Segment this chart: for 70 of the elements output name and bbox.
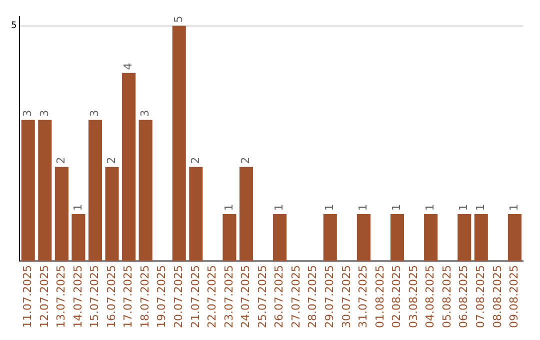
x-tick-label: 06.08.2025 (457, 265, 470, 328)
x-tick-label: 09.08.2025 (508, 265, 521, 328)
bar (508, 214, 522, 262)
x-tick-label: 22.07.2025 (206, 265, 219, 328)
data-label: 1 (272, 204, 286, 211)
x-tick-label: 11.07.2025 (20, 265, 34, 328)
x-tick-label: 15.07.2025 (88, 265, 102, 328)
bar (54, 166, 68, 262)
bar (105, 166, 119, 262)
data-label: 2 (188, 156, 202, 164)
x-tick-label: 05.08.2025 (440, 265, 454, 328)
x-tick-label: 23.07.2025 (222, 265, 236, 328)
x-tick-label: 08.08.2025 (490, 265, 504, 328)
data-label: 3 (88, 110, 102, 117)
data-label: 3 (138, 110, 152, 117)
data-label: 1 (474, 204, 487, 211)
x-tick-label: 26.07.2025 (272, 265, 286, 328)
bar (122, 72, 136, 262)
data-label: 2 (54, 156, 68, 164)
bar (189, 166, 203, 262)
x-tick-label: 14.07.2025 (71, 265, 84, 328)
bar (72, 214, 86, 262)
bar (273, 214, 287, 262)
bar (239, 166, 254, 262)
x-tick-label: 04.08.2025 (424, 265, 437, 328)
x-tick-label: 31.07.2025 (356, 265, 370, 328)
data-label: 1 (71, 204, 84, 211)
x-tick-label: 02.08.2025 (390, 265, 404, 328)
data-label: 1 (222, 204, 236, 211)
data-label: 1 (508, 204, 521, 211)
data-label: 3 (20, 110, 34, 117)
bar (138, 120, 152, 262)
bar (424, 214, 438, 262)
bar (222, 214, 236, 262)
x-tick-label: 30.07.2025 (340, 265, 353, 328)
bar (323, 214, 337, 262)
x-tick-label: 20.07.2025 (172, 265, 185, 328)
x-tick-label: 07.08.2025 (474, 265, 487, 328)
data-label: 4 (122, 62, 135, 70)
bar (88, 120, 102, 262)
x-tick-label: 28.07.2025 (306, 265, 320, 328)
x-tick-label: 03.08.2025 (406, 265, 420, 328)
x-tick-label: 01.08.2025 (373, 265, 386, 328)
bar (390, 214, 404, 262)
x-tick-label: 17.07.2025 (122, 265, 135, 328)
x-tick-label: 12.07.2025 (38, 265, 51, 328)
bar (474, 214, 488, 262)
data-label: 5 (172, 16, 185, 23)
x-tick-label: 24.07.2025 (239, 265, 252, 328)
bar (356, 214, 370, 262)
data-label: 1 (322, 204, 336, 211)
data-label: 1 (457, 204, 470, 211)
bar (38, 120, 52, 262)
data-label: 1 (424, 204, 437, 211)
data-label: 1 (356, 204, 370, 211)
data-label: 2 (239, 156, 252, 164)
data-label: 3 (38, 110, 51, 117)
bar (172, 26, 186, 262)
x-tick-label: 19.07.2025 (155, 265, 168, 328)
x-tick-label: 16.07.2025 (104, 265, 118, 328)
x-tick-label: 13.07.2025 (54, 265, 68, 328)
x-tick-label: 29.07.2025 (322, 265, 336, 328)
x-tick-label: 27.07.2025 (289, 265, 302, 328)
x-tick-label: 18.07.2025 (138, 265, 152, 328)
bar (458, 214, 472, 262)
bar (21, 120, 35, 262)
x-tick-label: 21.07.2025 (188, 265, 202, 328)
data-label: 2 (104, 156, 118, 164)
x-tick-label: 25.07.2025 (256, 265, 269, 328)
data-label: 1 (390, 204, 404, 211)
